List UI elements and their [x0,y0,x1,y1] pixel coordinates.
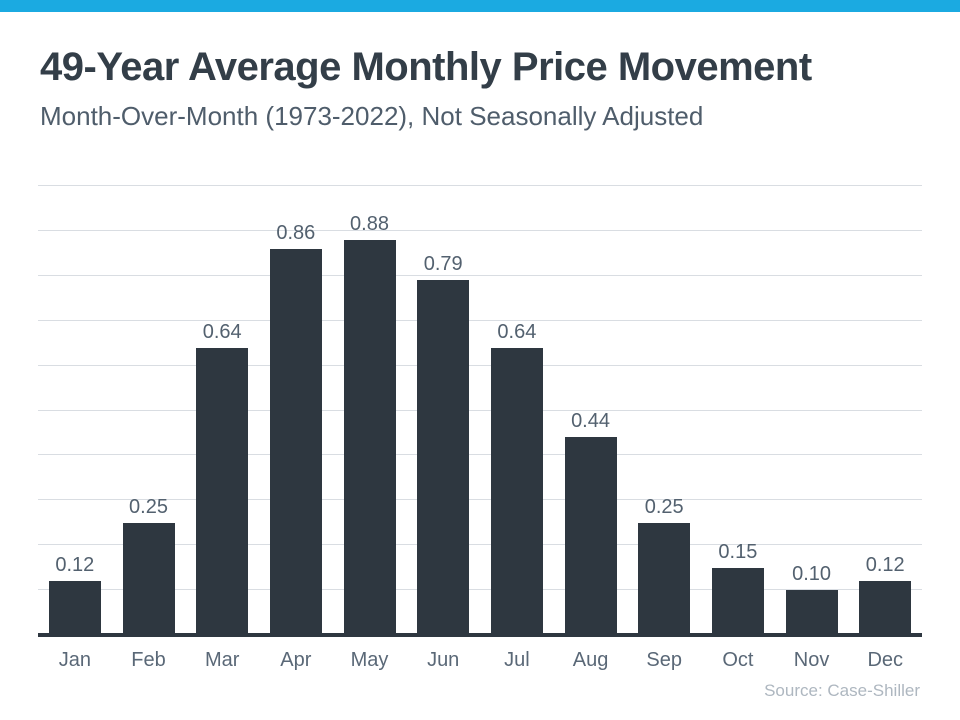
bar [564,437,617,635]
bar-value-label: 0.12 [865,554,905,577]
bar-slot: 0.86 [259,186,333,635]
bar-slot: 0.64 [185,186,259,635]
bar-value-label: 0.64 [497,320,537,343]
x-axis-label: Mar [204,649,240,671]
gridline [38,229,922,231]
bar [269,248,322,635]
bar-slot: 0.25 [627,186,701,635]
bar-value-label: 0.88 [350,212,389,235]
x-axis-label: May [350,649,389,671]
bar-slot: 0.10 [775,186,849,635]
x-axis-line [38,633,922,637]
gridline [38,364,922,366]
bar-value-label: 0.44 [571,410,610,433]
gridline [38,409,922,411]
bar [343,239,396,635]
bar-slot: 0.12 [38,186,112,635]
page-title: 49-Year Average Monthly Price Movement [40,45,812,89]
x-axis-label: Jul [504,649,530,671]
x-axis-label: Feb [131,649,166,671]
gridline [38,274,922,276]
bar-slot: 0.64 [480,186,554,635]
gridline [38,544,922,546]
bar-slot: 0.44 [554,186,628,635]
bar-slot: 0.12 [848,186,922,635]
bar-value-label: 0.25 [644,495,684,518]
gridline [38,454,922,456]
bar-value-label: 0.79 [423,253,463,276]
bar-value-label: 0.25 [129,495,168,518]
bar [122,522,175,635]
bar [785,590,838,635]
bar [638,522,691,635]
top-accent-bar [0,0,960,12]
bar [48,581,101,635]
x-axis-label: Oct [722,649,754,671]
bar [417,280,470,635]
bar-slot: 0.88 [333,186,407,635]
bar-chart: 0.12 0.25 0.64 0.86 0.88 0.79 0.64 0.44 0.25 0.15… [38,185,922,637]
bar-slot: 0.15 [701,186,775,635]
bar [711,567,764,635]
gridline [38,589,922,591]
bar-value-label: 0.15 [718,540,758,563]
source-credit: Source: Case-Shiller [764,681,920,700]
x-axis-labels: Jan Feb Mar Apr May Jun Jul Aug Sep Oct Nov Dec [38,650,922,670]
bar-value-label: 0.86 [276,221,316,244]
bar-value-label: 0.10 [792,563,832,586]
x-axis-label: Sep [646,649,682,671]
bar [196,347,249,635]
x-axis-label: Dec [867,649,904,671]
bar-slot: 0.79 [406,186,480,635]
bar-value-label: 0.12 [55,554,95,577]
bar [490,347,543,635]
gridline [38,319,922,321]
x-axis-label: Jun [427,649,460,671]
gridline [38,499,922,501]
bar-series: 0.12 0.25 0.64 0.86 0.88 0.79 0.64 0.44 0.25 0.15… [38,186,922,635]
x-axis-label: Jan [58,649,91,671]
page-subtitle: Month-Over-Month (1973-2022), Not Season… [40,101,704,131]
x-axis-label: Apr [280,649,312,671]
gridline [38,185,922,186]
x-axis-label: Aug [572,649,609,671]
bar-value-label: 0.64 [202,320,242,343]
bar-slot: 0.25 [112,186,186,635]
bar [859,581,912,635]
x-axis-label: Nov [793,649,830,671]
